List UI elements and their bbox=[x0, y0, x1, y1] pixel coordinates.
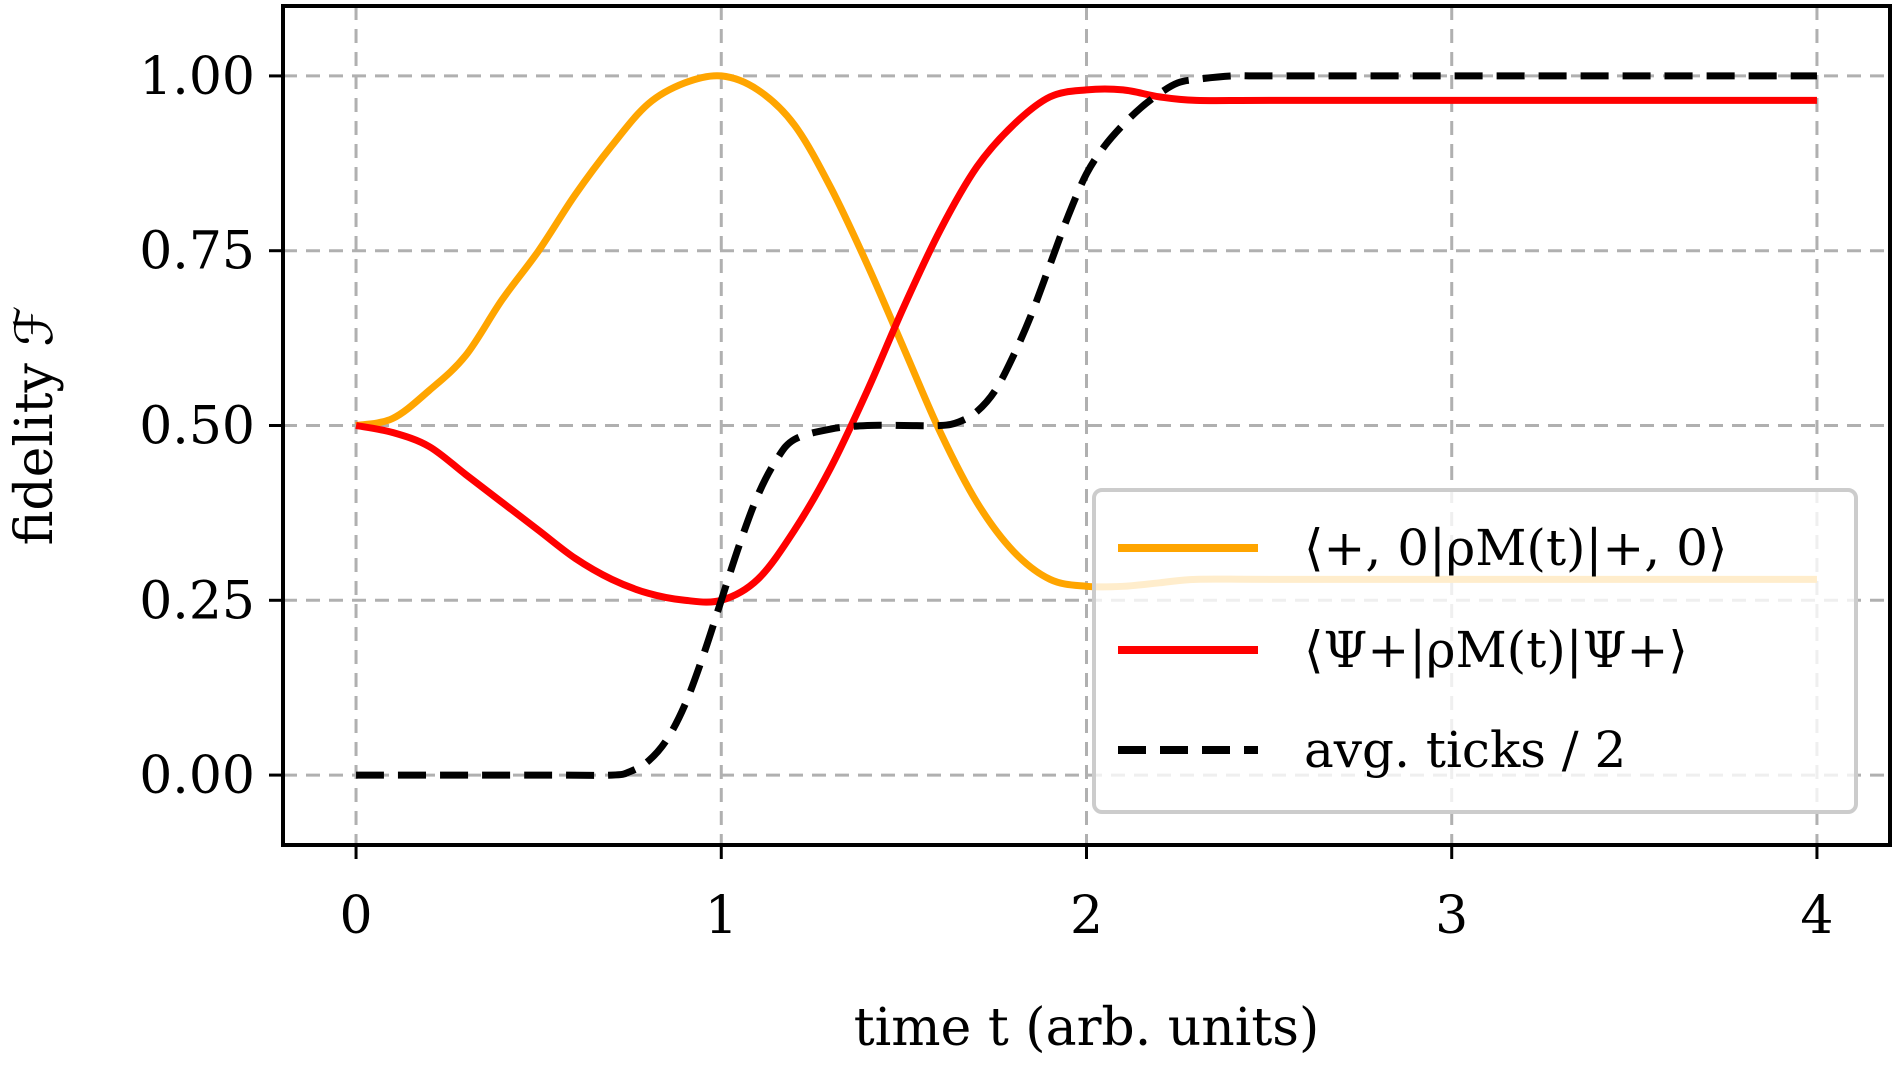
x-tick-label: 3 bbox=[1435, 886, 1468, 946]
y-tick-label: 0.00 bbox=[139, 746, 255, 806]
tick-labels: 0 1 2 3 4 0.00 0.25 0.50 0.75 1.00 bbox=[139, 47, 1833, 946]
y-tick-label: 0.25 bbox=[139, 571, 255, 631]
legend-box bbox=[1092, 488, 1858, 814]
x-tick-label: 2 bbox=[1070, 886, 1103, 946]
y-tick-label: 0.50 bbox=[139, 397, 255, 457]
y-tick-label: 1.00 bbox=[139, 47, 255, 107]
ticks bbox=[269, 74, 1819, 859]
x-tick-label: 1 bbox=[705, 886, 738, 946]
x-axis-label: time t (arb. units) bbox=[854, 998, 1320, 1058]
x-tick-label: 4 bbox=[1800, 886, 1833, 946]
legend-label-dashed: avg. ticks / 2 bbox=[1304, 721, 1626, 779]
legend-label-red: ⟨Ψ+|ρM(t)|Ψ+⟩ bbox=[1304, 621, 1688, 679]
legend: ⟨+, 0|ρM(t)|+, 0⟩ ⟨Ψ+|ρM(t)|Ψ+⟩ avg. tic… bbox=[1092, 488, 1858, 814]
series-red-line bbox=[355, 85, 1817, 606]
y-tick-label: 0.75 bbox=[139, 222, 255, 282]
series-dashed-line bbox=[356, 72, 1817, 779]
legend-label-orange: ⟨+, 0|ρM(t)|+, 0⟩ bbox=[1304, 519, 1727, 577]
x-tick-label: 0 bbox=[339, 886, 372, 946]
y-axis-label: fidelity ℱ bbox=[5, 306, 65, 546]
